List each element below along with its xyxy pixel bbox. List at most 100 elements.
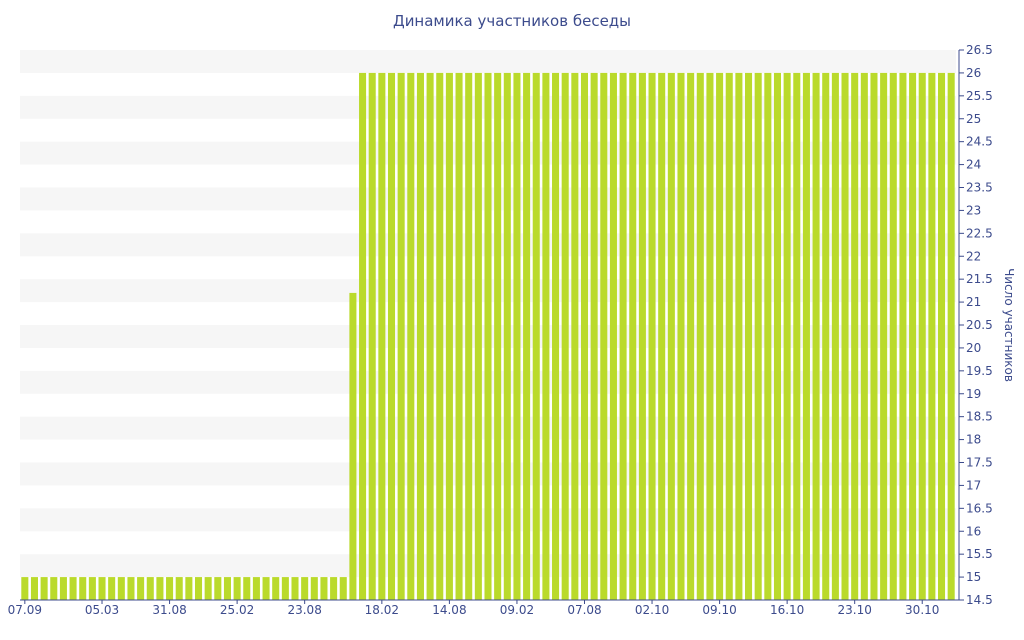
bar[interactable] [677,72,685,600]
bar[interactable] [590,72,598,600]
bar[interactable] [30,577,38,600]
bar[interactable] [69,577,77,600]
bar[interactable] [426,72,434,600]
bar[interactable] [117,577,125,600]
bar[interactable] [137,577,145,600]
bar[interactable] [272,577,280,600]
bar[interactable] [619,72,627,600]
bar[interactable] [580,72,589,600]
bar[interactable] [320,577,328,600]
bar[interactable] [474,72,482,600]
x-tick-label: 16.10 [770,603,804,617]
bar[interactable] [571,72,579,600]
bar[interactable] [484,72,492,600]
bar[interactable] [648,72,656,600]
bar[interactable] [938,72,946,600]
bar[interactable] [194,577,203,600]
bar[interactable] [764,72,772,600]
bar[interactable] [252,577,260,600]
bar[interactable] [233,577,241,600]
bar[interactable] [185,577,193,600]
bar[interactable] [754,72,762,600]
bar[interactable] [166,577,174,600]
bar[interactable] [465,72,473,600]
bar[interactable] [696,72,704,600]
bar[interactable] [773,72,782,600]
bar[interactable] [638,72,646,600]
bar[interactable] [416,72,424,600]
bar[interactable] [735,72,743,600]
bar[interactable] [214,577,222,600]
bar[interactable] [368,72,376,600]
bar[interactable] [928,72,936,600]
bar[interactable] [156,577,164,600]
y-tick-label: 21.5 [966,272,993,286]
bar[interactable] [291,577,299,600]
bar[interactable] [532,72,540,600]
bar[interactable] [552,72,560,600]
bar[interactable] [281,577,289,600]
bar[interactable] [127,577,135,600]
bar[interactable] [262,577,270,600]
bar[interactable] [455,72,463,600]
bar[interactable] [841,72,849,600]
bar[interactable] [542,72,550,600]
bar[interactable] [918,72,926,600]
bar[interactable] [851,72,859,600]
bar[interactable] [600,72,608,600]
bar[interactable] [59,577,67,600]
bar[interactable] [667,72,675,600]
bar[interactable] [301,577,309,600]
bar[interactable] [658,72,666,600]
bar[interactable] [223,577,231,600]
bar[interactable] [146,577,154,600]
bar[interactable] [745,72,753,600]
bar[interactable] [310,577,318,600]
bar[interactable] [687,72,695,600]
bar[interactable] [609,72,617,600]
bar[interactable] [108,577,116,600]
bar[interactable] [50,577,58,600]
bar[interactable] [397,72,405,600]
bar[interactable] [706,72,714,600]
bar[interactable] [175,577,183,600]
bar[interactable] [783,72,791,600]
bar[interactable] [822,72,830,600]
bar[interactable] [494,72,502,600]
bar[interactable] [561,72,569,600]
bar[interactable] [909,72,917,600]
bar[interactable] [79,577,87,600]
bar[interactable] [889,72,897,600]
bar[interactable] [513,72,521,600]
bar[interactable] [880,72,888,600]
bar[interactable] [445,72,453,600]
bar[interactable] [523,72,531,600]
bar[interactable] [793,72,801,600]
bar[interactable] [349,292,357,600]
bar[interactable] [88,577,96,600]
bar[interactable] [899,72,907,600]
bar[interactable] [204,577,212,600]
bar[interactable] [629,72,637,600]
bar[interactable] [802,72,810,600]
bar[interactable] [831,72,839,600]
bar[interactable] [947,72,955,600]
bar[interactable] [40,577,48,600]
bar[interactable] [436,72,444,600]
bar[interactable] [716,72,724,600]
bar[interactable] [98,577,106,600]
bar[interactable] [870,72,878,600]
bar[interactable] [330,577,338,600]
bar[interactable] [387,72,396,600]
bar[interactable] [407,72,415,600]
bar[interactable] [812,72,820,600]
bar[interactable] [378,72,386,600]
bar[interactable] [725,72,733,600]
bar[interactable] [243,577,251,600]
bar[interactable] [860,72,868,600]
bar[interactable] [503,72,511,600]
bar[interactable] [21,577,29,600]
bar[interactable] [359,72,367,600]
x-tick-label: 07.08 [567,603,601,617]
bar[interactable] [339,577,347,600]
